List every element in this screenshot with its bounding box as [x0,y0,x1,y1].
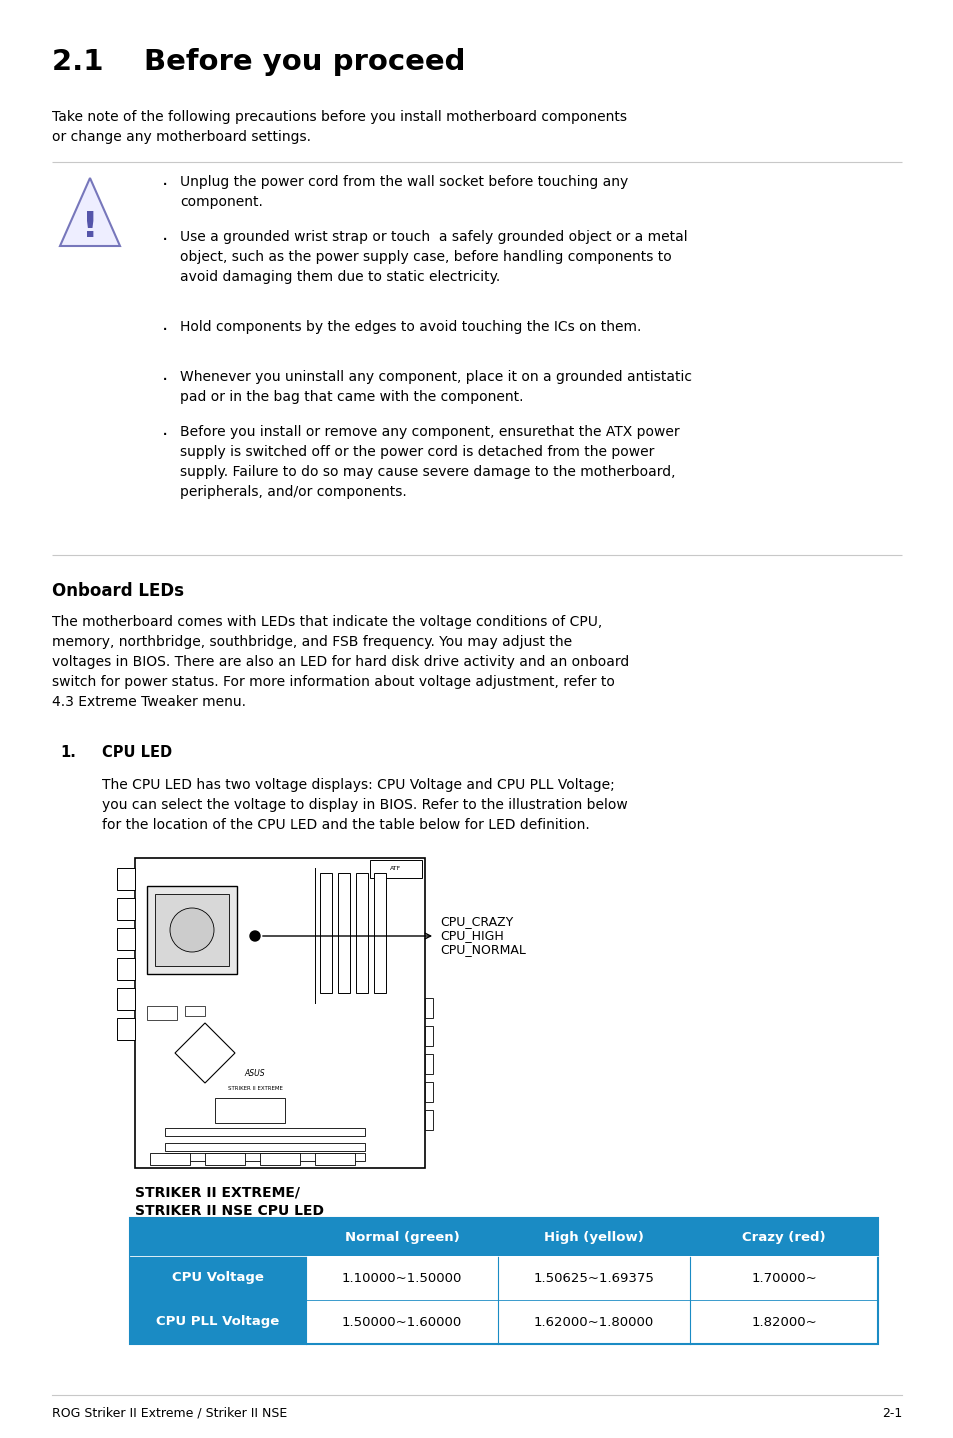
Bar [130,1255,306,1300]
Text: 1.70000~: 1.70000~ [750,1271,816,1284]
Bar [214,1099,285,1123]
Bar [130,1300,306,1345]
Bar [205,1153,245,1165]
Polygon shape [174,1022,234,1083]
Text: CPU_HIGH: CPU_HIGH [439,929,503,942]
Text: ·: · [162,232,168,250]
Text: CPU_NORMAL: CPU_NORMAL [439,943,525,956]
Bar [370,860,421,879]
Bar [306,1255,497,1300]
Text: 2.1    Before you proceed: 2.1 Before you proceed [52,47,465,76]
Bar [165,1153,365,1160]
Text: High (yellow): High (yellow) [543,1231,643,1244]
Text: CPU PLL Voltage: CPU PLL Voltage [156,1316,279,1329]
Text: Normal (green): Normal (green) [344,1231,459,1244]
Bar [130,1218,877,1255]
Bar [185,1007,205,1017]
Text: 1.: 1. [60,745,76,761]
Text: 1.62000~1.80000: 1.62000~1.80000 [534,1316,654,1329]
Text: ATF: ATF [390,867,401,871]
Bar [424,1025,433,1045]
Text: 2-1: 2-1 [881,1406,901,1419]
Bar [319,873,332,994]
Bar [147,886,236,974]
Bar [314,1153,355,1165]
Bar [424,1110,433,1130]
Bar [154,894,229,966]
Bar [497,1255,689,1300]
Bar [150,1153,190,1165]
Text: The CPU LED has two voltage displays: CPU Voltage and CPU PLL Voltage;
you can s: The CPU LED has two voltage displays: CP… [102,778,627,833]
Bar [117,897,135,920]
Bar [117,958,135,981]
Bar [165,1143,365,1150]
Bar [689,1300,877,1345]
Text: !: ! [82,210,98,244]
Bar [306,1300,497,1345]
Text: Use a grounded wrist strap or touch  a safely grounded object or a metal
object,: Use a grounded wrist strap or touch a sa… [180,230,687,285]
Bar [424,1081,433,1102]
Bar [355,873,368,994]
Bar [130,1218,877,1345]
Bar [689,1255,877,1300]
Polygon shape [60,178,120,246]
Text: 1.10000~1.50000: 1.10000~1.50000 [341,1271,461,1284]
Text: CPU_CRAZY: CPU_CRAZY [439,916,513,929]
Text: STRIKER II EXTREME/: STRIKER II EXTREME/ [135,1186,299,1199]
Text: Onboard LEDs: Onboard LEDs [52,582,184,600]
Bar [117,928,135,951]
Bar [147,1007,177,1020]
Text: Before you install or remove any component, ensurethat the ATX power
supply is s: Before you install or remove any compone… [180,426,679,499]
Text: 1.50625~1.69375: 1.50625~1.69375 [533,1271,654,1284]
Text: STRIKER II EXTREME: STRIKER II EXTREME [228,1086,282,1091]
Text: Whenever you uninstall any component, place it on a grounded antistatic
pad or i: Whenever you uninstall any component, pl… [180,370,691,404]
Text: CPU LED: CPU LED [102,745,172,761]
Bar [117,988,135,1009]
Text: Hold components by the edges to avoid touching the ICs on them.: Hold components by the edges to avoid to… [180,321,640,334]
Text: ·: · [162,321,168,339]
Bar [165,1127,365,1136]
Circle shape [170,907,213,952]
Circle shape [250,930,260,940]
Text: The motherboard comes with LEDs that indicate the voltage conditions of CPU,
mem: The motherboard comes with LEDs that ind… [52,615,629,709]
Text: ROG Striker II Extreme / Striker II NSE: ROG Striker II Extreme / Striker II NSE [52,1406,287,1419]
Bar [424,1054,433,1074]
Text: STRIKER II NSE CPU LED: STRIKER II NSE CPU LED [135,1204,324,1218]
Text: Take note of the following precautions before you install motherboard components: Take note of the following precautions b… [52,109,626,144]
Bar [135,858,424,1168]
Text: 1.50000~1.60000: 1.50000~1.60000 [341,1316,461,1329]
Bar [117,869,135,890]
Text: Crazy (red): Crazy (red) [741,1231,825,1244]
Bar [497,1300,689,1345]
Text: ·: · [162,426,168,444]
Bar [424,998,433,1018]
Text: ASUS: ASUS [244,1068,265,1078]
Text: ·: · [162,371,168,390]
Text: 1.82000~: 1.82000~ [750,1316,816,1329]
Bar [337,873,350,994]
Text: CPU Voltage: CPU Voltage [172,1271,264,1284]
Text: ·: · [162,175,168,196]
Text: Unplug the power cord from the wall socket before touching any
component.: Unplug the power cord from the wall sock… [180,175,628,209]
Bar [117,1018,135,1040]
Bar [260,1153,299,1165]
Bar [374,873,386,994]
